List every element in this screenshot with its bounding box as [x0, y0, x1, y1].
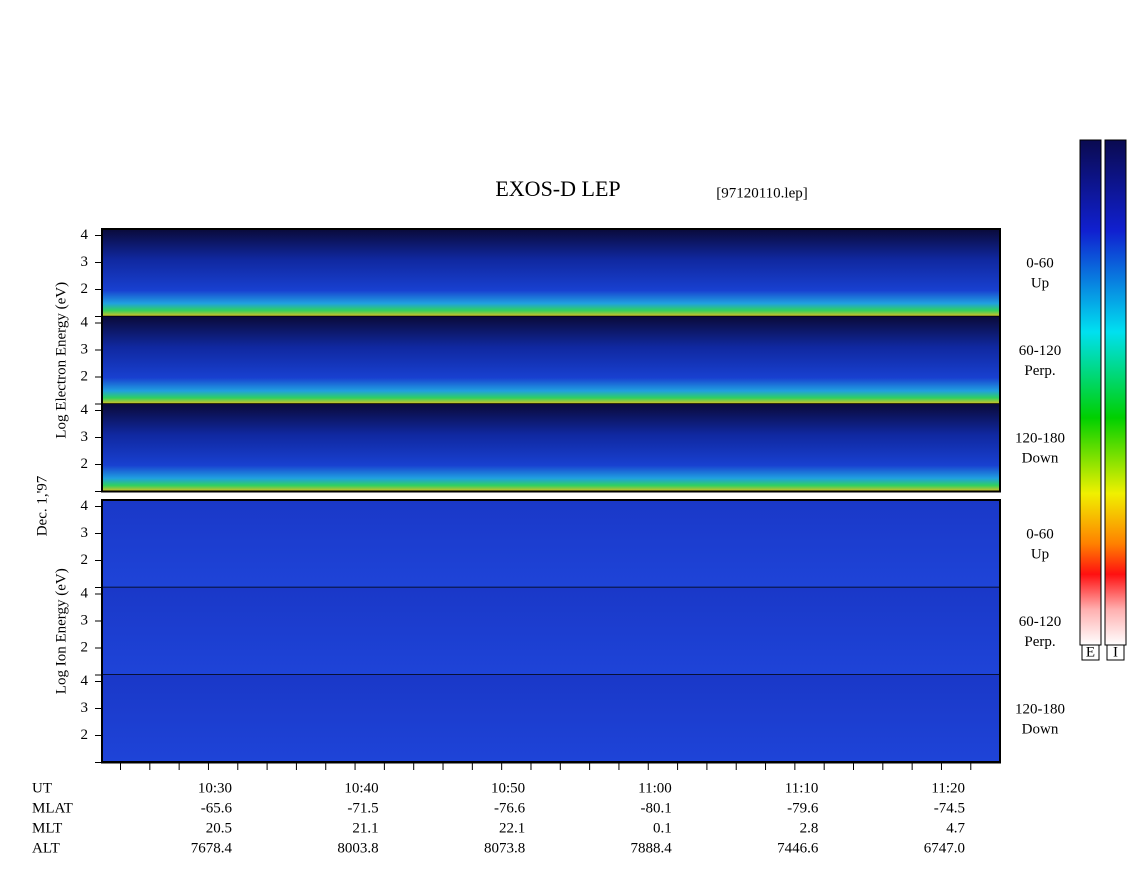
colorbar — [1104, 139, 1127, 646]
row-value: 7446.6 — [777, 840, 819, 856]
colorbar-label-box — [1106, 644, 1125, 661]
row-value: -71.5 — [347, 800, 378, 816]
energy-tick-label: 3 — [81, 429, 89, 445]
pitch-direction: Up — [1031, 275, 1049, 291]
energy-tick-label: 4 — [81, 498, 89, 514]
energy-tick-label: 4 — [81, 402, 89, 418]
row-value: 20.5 — [206, 820, 232, 836]
row-value: -79.6 — [787, 800, 819, 816]
pitch-direction: Perp. — [1024, 634, 1055, 650]
spectrogram-panel — [102, 587, 1000, 675]
energy-tick-label: 2 — [81, 456, 89, 472]
energy-tick-label: 2 — [81, 368, 89, 384]
row-value: 22.1 — [499, 820, 525, 836]
colorbar-label: I — [1113, 644, 1118, 660]
row-value: 11:10 — [785, 780, 819, 796]
energy-axis-label: Log Ion Energy (eV) — [53, 568, 69, 694]
row-value: 8073.8 — [484, 840, 525, 856]
row-name: MLT — [32, 820, 62, 836]
pitch-angle: 120-180 — [1015, 430, 1065, 446]
pitch-direction: Up — [1031, 546, 1049, 562]
energy-tick-label: 2 — [81, 552, 89, 568]
row-value: 6747.0 — [924, 840, 965, 856]
pitch-angle: 0-60 — [1026, 526, 1054, 542]
spectrogram-panel — [102, 316, 1000, 404]
energy-tick-label: 3 — [81, 612, 89, 628]
row-value: -80.1 — [641, 800, 672, 816]
row-value: 8003.8 — [337, 840, 378, 856]
row-value: 11:00 — [638, 780, 672, 796]
spectrogram-panel — [102, 675, 1000, 763]
colorbar — [1079, 139, 1102, 646]
panel-frame — [101, 228, 1001, 493]
row-value: 2.8 — [800, 820, 819, 836]
pitch-angle: 60-120 — [1019, 614, 1062, 630]
energy-tick-label: 4 — [81, 227, 89, 243]
energy-tick-label: 2 — [81, 639, 89, 655]
energy-tick-label: 3 — [81, 254, 89, 270]
row-value: 11:20 — [931, 780, 965, 796]
spectrogram-panel — [102, 229, 1000, 317]
row-name: UT — [32, 780, 52, 796]
energy-tick-label: 2 — [81, 281, 89, 297]
pitch-angle: 0-60 — [1026, 255, 1054, 271]
energy-tick-label: 3 — [81, 525, 89, 541]
pitch-direction: Perp. — [1024, 363, 1055, 379]
pitch-direction: Down — [1022, 721, 1059, 737]
row-value: 10:50 — [491, 780, 525, 796]
spectrogram-panel — [102, 404, 1000, 492]
date: Dec. 1,'97 — [34, 475, 50, 536]
file-name: [97120110.lep] — [716, 185, 808, 201]
row-value: 4.7 — [946, 820, 965, 836]
colorbar-label-box — [1081, 644, 1100, 661]
title: EXOS-D LEP — [495, 176, 620, 201]
energy-tick-label: 4 — [81, 585, 89, 601]
row-value: 10:30 — [198, 780, 232, 796]
energy-axis-label: Log Electron Energy (eV) — [53, 282, 69, 439]
row-value: 21.1 — [352, 820, 378, 836]
row-value: 7678.4 — [191, 840, 233, 856]
energy-tick-label: 3 — [81, 341, 89, 357]
spectrogram-panel — [102, 500, 1000, 588]
row-value: 10:40 — [344, 780, 378, 796]
energy-tick-label: 3 — [81, 700, 89, 716]
row-value: 0.1 — [653, 820, 672, 836]
row-name: MLAT — [32, 800, 73, 816]
pitch-angle: 60-120 — [1019, 343, 1062, 359]
pitch-angle: 120-180 — [1015, 701, 1065, 717]
row-name: ALT — [32, 840, 60, 856]
row-value: 7888.4 — [631, 840, 673, 856]
colorbar-label: E — [1086, 644, 1095, 660]
energy-tick-label: 4 — [81, 314, 89, 330]
energy-tick-label: 2 — [81, 727, 89, 743]
pitch-direction: Down — [1022, 450, 1059, 466]
energy-tick-label: 4 — [81, 673, 89, 689]
row-value: -76.6 — [494, 800, 526, 816]
row-value: -65.6 — [201, 800, 233, 816]
row-value: -74.5 — [934, 800, 965, 816]
